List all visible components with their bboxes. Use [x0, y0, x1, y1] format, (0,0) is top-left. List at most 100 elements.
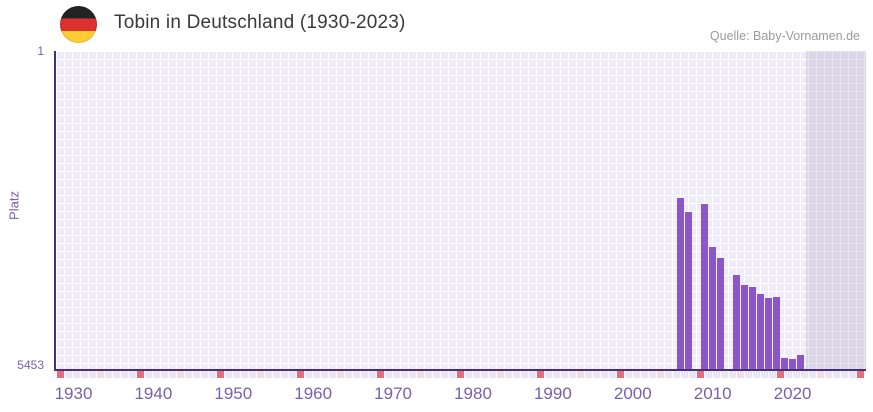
strip-cell — [721, 371, 728, 378]
strip-cell — [513, 371, 520, 378]
strip-cell — [769, 371, 776, 378]
strip-cell — [441, 371, 448, 378]
no-data-band — [806, 51, 866, 369]
german-flag-icon — [60, 6, 97, 43]
strip-cell — [281, 371, 288, 378]
source-link[interactable]: Quelle: Baby-Vornamen.de — [709, 29, 860, 43]
strip-cell — [537, 371, 544, 378]
strip-cell — [689, 371, 696, 378]
strip-cell — [249, 371, 256, 378]
strip-cell — [561, 371, 568, 378]
strip-cell — [505, 371, 512, 378]
strip-cell — [601, 371, 608, 378]
x-axis-tick: 1960 — [294, 384, 333, 403]
strip-cell — [329, 371, 336, 378]
strip-cell — [257, 371, 264, 378]
strip-cell — [593, 371, 600, 378]
bar-2019 — [781, 358, 789, 369]
strip-cell — [337, 371, 344, 378]
strip-cell — [57, 371, 64, 378]
strip-cell — [345, 371, 352, 378]
x-axis-tick: 1970 — [374, 384, 412, 403]
strip-cell — [641, 371, 648, 378]
strip-cell — [401, 371, 408, 378]
strip-cell — [457, 371, 464, 378]
strip-cell — [161, 371, 168, 378]
strip-cell — [433, 371, 440, 378]
strip-cell — [841, 371, 848, 378]
strip-cell — [753, 371, 760, 378]
strip-cell — [369, 371, 376, 378]
strip-cell — [737, 371, 744, 378]
strip-cell — [649, 371, 656, 378]
bar-2013 — [733, 274, 741, 369]
strip-cell — [609, 371, 616, 378]
strip-cell — [305, 371, 312, 378]
strip-cell — [497, 371, 504, 378]
strip-cell — [857, 371, 864, 378]
strip-cell — [729, 371, 736, 378]
bar-2007 — [685, 212, 693, 369]
strip-cell — [201, 371, 208, 378]
strip-cell — [449, 371, 456, 378]
strip-cell — [81, 371, 88, 378]
decade-strip — [0, 371, 873, 378]
strip-cell — [217, 371, 224, 378]
strip-cell — [361, 371, 368, 378]
strip-cell — [241, 371, 248, 378]
strip-cell — [185, 371, 192, 378]
bar-2014 — [741, 284, 749, 369]
strip-cell — [129, 371, 136, 378]
strip-cell — [393, 371, 400, 378]
strip-cell — [761, 371, 768, 378]
x-axis-tick: 2020 — [773, 384, 812, 403]
strip-cell — [65, 371, 72, 378]
strip-cell — [73, 371, 80, 378]
strip-cell — [353, 371, 360, 378]
x-axis-line — [54, 369, 866, 371]
strip-cell — [657, 371, 664, 378]
strip-cell — [785, 371, 792, 378]
strip-cell — [169, 371, 176, 378]
x-axis-tick: 1930 — [54, 384, 93, 403]
strip-cell — [377, 371, 384, 378]
strip-cell — [553, 371, 560, 378]
strip-cell — [681, 371, 688, 378]
strip-cell — [585, 371, 592, 378]
strip-cell — [465, 371, 472, 378]
x-axis-tick: 1940 — [134, 384, 173, 403]
strip-cell — [705, 371, 712, 378]
strip-cell — [233, 371, 240, 378]
strip-cell — [481, 371, 488, 378]
strip-cell — [417, 371, 424, 378]
strip-cell — [105, 371, 112, 378]
x-axis-tick: 2000 — [613, 384, 652, 403]
x-axis-tick: 1990 — [533, 384, 572, 403]
strip-cell — [193, 371, 200, 378]
bar-2015 — [749, 286, 757, 369]
strip-cell — [801, 371, 808, 378]
strip-cell — [833, 371, 840, 378]
y-axis-line — [54, 51, 56, 371]
y-axis-tick-worst: 5453 — [17, 358, 44, 372]
strip-cell — [321, 371, 328, 378]
strip-cell — [409, 371, 416, 378]
strip-cell — [849, 371, 856, 378]
y-axis-title: Platz — [6, 191, 22, 220]
strip-cell — [289, 371, 296, 378]
strip-cell — [121, 371, 128, 378]
strip-cell — [153, 371, 160, 378]
strip-cell — [89, 371, 96, 378]
strip-cell — [313, 371, 320, 378]
strip-cell — [697, 371, 704, 378]
bar-2021 — [797, 355, 805, 369]
strip-cell — [625, 371, 632, 378]
strip-cell — [385, 371, 392, 378]
strip-cell — [225, 371, 232, 378]
strip-cell — [273, 371, 280, 378]
bar-2018 — [773, 297, 781, 369]
strip-cell — [209, 371, 216, 378]
bar-2017 — [765, 298, 773, 369]
bar-2020 — [789, 359, 797, 369]
